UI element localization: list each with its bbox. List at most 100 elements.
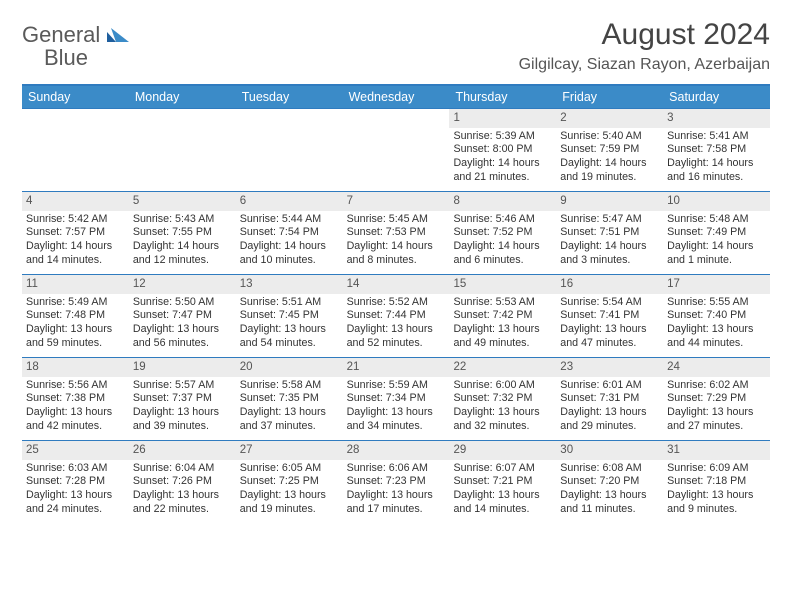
daylight-text: Daylight: 13 hours: [26, 406, 125, 420]
daylight-text: and 8 minutes.: [347, 254, 446, 268]
daylight-text: Daylight: 14 hours: [453, 157, 552, 171]
day-number: 6: [236, 192, 343, 211]
week-row: 18 Sunrise: 5:56 AMSunset: 7:38 PMDayligh…: [22, 357, 770, 440]
logo-icon: [107, 28, 129, 47]
sunrise-text: Sunrise: 5:54 AM: [560, 296, 659, 310]
day-body: Sunrise: 5:58 AMSunset: 7:35 PMDaylight:…: [240, 379, 339, 434]
sunset-text: Sunset: 7:47 PM: [133, 309, 232, 323]
day-cell: 8Sunrise: 5:46 AMSunset: 7:52 PMDaylight…: [449, 192, 556, 274]
daylight-text: and 17 minutes.: [347, 503, 446, 517]
day-body: Sunrise: 5:47 AMSunset: 7:51 PMDaylight:…: [560, 213, 659, 268]
day-body: Sunrise: 5:45 AMSunset: 7:53 PMDaylight:…: [347, 213, 446, 268]
day-number: 18: [22, 358, 129, 377]
dow-saturday: Saturday: [663, 86, 770, 108]
daylight-text: Daylight: 14 hours: [347, 240, 446, 254]
day-body: Sunrise: 6:09 AMSunset: 7:18 PMDaylight:…: [667, 462, 766, 517]
day-of-week-row: Sunday Monday Tuesday Wednesday Thursday…: [22, 86, 770, 108]
day-body: Sunrise: 5:48 AMSunset: 7:49 PMDaylight:…: [667, 213, 766, 268]
daylight-text: Daylight: 14 hours: [453, 240, 552, 254]
sunset-text: Sunset: 7:40 PM: [667, 309, 766, 323]
daylight-text: and 39 minutes.: [133, 420, 232, 434]
sunrise-text: Sunrise: 5:49 AM: [26, 296, 125, 310]
daylight-text: and 21 minutes.: [453, 171, 552, 185]
day-number: 7: [343, 192, 450, 211]
sunrise-text: Sunrise: 6:05 AM: [240, 462, 339, 476]
dow-friday: Friday: [556, 86, 663, 108]
sunrise-text: Sunrise: 5:39 AM: [453, 130, 552, 144]
sunrise-text: Sunrise: 5:43 AM: [133, 213, 232, 227]
day-body: Sunrise: 5:50 AMSunset: 7:47 PMDaylight:…: [133, 296, 232, 351]
sunrise-text: Sunrise: 5:45 AM: [347, 213, 446, 227]
sunrise-text: Sunrise: 6:00 AM: [453, 379, 552, 393]
sunset-text: Sunset: 7:41 PM: [560, 309, 659, 323]
day-body: Sunrise: 5:44 AMSunset: 7:54 PMDaylight:…: [240, 213, 339, 268]
day-number: 25: [22, 441, 129, 460]
sunset-text: Sunset: 7:25 PM: [240, 475, 339, 489]
sunrise-text: Sunrise: 5:59 AM: [347, 379, 446, 393]
day-number: 2: [556, 109, 663, 128]
dow-wednesday: Wednesday: [343, 86, 450, 108]
day-number: 23: [556, 358, 663, 377]
sunrise-text: Sunrise: 5:48 AM: [667, 213, 766, 227]
day-cell: 25Sunrise: 6:03 AMSunset: 7:28 PMDayligh…: [22, 441, 129, 523]
day-cell: 28Sunrise: 6:06 AMSunset: 7:23 PMDayligh…: [343, 441, 450, 523]
day-cell: 26 Sunrise: 6:04 AMSunset: 7:26 PMDayligh…: [129, 441, 236, 523]
day-body: Sunrise: 5:41 AMSunset: 7:58 PMDaylight:…: [667, 130, 766, 185]
daylight-text: Daylight: 13 hours: [26, 323, 125, 337]
daylight-text: Daylight: 13 hours: [347, 489, 446, 503]
day-number: 5: [129, 192, 236, 211]
day-number: 27: [236, 441, 343, 460]
logo-word-1: General: [22, 22, 100, 47]
day-body: Sunrise: 6:02 AMSunset: 7:29 PMDaylight:…: [667, 379, 766, 434]
day-cell: 24Sunrise: 6:02 AMSunset: 7:29 PMDayligh…: [663, 358, 770, 440]
sunset-text: Sunset: 7:52 PM: [453, 226, 552, 240]
day-body: Sunrise: 5:54 AMSunset: 7:41 PMDaylight:…: [560, 296, 659, 351]
sunrise-text: Sunrise: 6:08 AM: [560, 462, 659, 476]
dow-sunday: Sunday: [22, 86, 129, 108]
daylight-text: and 19 minutes.: [240, 503, 339, 517]
day-cell: 17Sunrise: 5:55 AMSunset: 7:40 PMDayligh…: [663, 275, 770, 357]
daylight-text: and 59 minutes.: [26, 337, 125, 351]
sunset-text: Sunset: 7:34 PM: [347, 392, 446, 406]
day-cell: 27Sunrise: 6:05 AMSunset: 7:25 PMDayligh…: [236, 441, 343, 523]
day-cell: [22, 109, 129, 191]
day-body: Sunrise: 6:04 AMSunset: 7:26 PMDaylight:…: [133, 462, 232, 517]
daylight-text: and 22 minutes.: [133, 503, 232, 517]
sunset-text: Sunset: 7:59 PM: [560, 143, 659, 157]
sunset-text: Sunset: 7:37 PM: [133, 392, 232, 406]
day-number: 26: [129, 441, 236, 460]
daylight-text: and 52 minutes.: [347, 337, 446, 351]
logo-word-2: Blue: [44, 45, 88, 70]
day-cell: 1Sunrise: 5:39 AMSunset: 8:00 PMDaylight…: [449, 109, 556, 191]
daylight-text: Daylight: 13 hours: [453, 406, 552, 420]
sunrise-text: Sunrise: 5:50 AM: [133, 296, 232, 310]
daylight-text: Daylight: 14 hours: [667, 157, 766, 171]
sunset-text: Sunset: 7:57 PM: [26, 226, 125, 240]
sunrise-text: Sunrise: 6:04 AM: [133, 462, 232, 476]
sunset-text: Sunset: 7:20 PM: [560, 475, 659, 489]
daylight-text: and 29 minutes.: [560, 420, 659, 434]
day-cell: 15Sunrise: 5:53 AMSunset: 7:42 PMDayligh…: [449, 275, 556, 357]
day-number: 30: [556, 441, 663, 460]
daylight-text: Daylight: 13 hours: [453, 489, 552, 503]
daylight-text: Daylight: 13 hours: [133, 489, 232, 503]
weeks-container: 1Sunrise: 5:39 AMSunset: 8:00 PMDaylight…: [22, 108, 770, 523]
daylight-text: and 42 minutes.: [26, 420, 125, 434]
day-number: 17: [663, 275, 770, 294]
day-body: Sunrise: 5:56 AMSunset: 7:38 PMDaylight:…: [26, 379, 125, 434]
day-number: 10: [663, 192, 770, 211]
day-cell: 29Sunrise: 6:07 AMSunset: 7:21 PMDayligh…: [449, 441, 556, 523]
sunset-text: Sunset: 7:45 PM: [240, 309, 339, 323]
sunset-text: Sunset: 7:42 PM: [453, 309, 552, 323]
day-cell: 19Sunrise: 5:57 AMSunset: 7:37 PMDayligh…: [129, 358, 236, 440]
day-body: Sunrise: 5:51 AMSunset: 7:45 PMDaylight:…: [240, 296, 339, 351]
header: General Blue August 2024 Gilgilcay, Siaz…: [22, 18, 770, 74]
day-cell: 23Sunrise: 6:01 AMSunset: 7:31 PMDayligh…: [556, 358, 663, 440]
sunrise-text: Sunrise: 5:53 AM: [453, 296, 552, 310]
day-number: 19: [129, 358, 236, 377]
day-cell: 13Sunrise: 5:51 AMSunset: 7:45 PMDayligh…: [236, 275, 343, 357]
day-cell: [343, 109, 450, 191]
sunrise-text: Sunrise: 5:46 AM: [453, 213, 552, 227]
sunrise-text: Sunrise: 5:42 AM: [26, 213, 125, 227]
sunset-text: Sunset: 7:48 PM: [26, 309, 125, 323]
